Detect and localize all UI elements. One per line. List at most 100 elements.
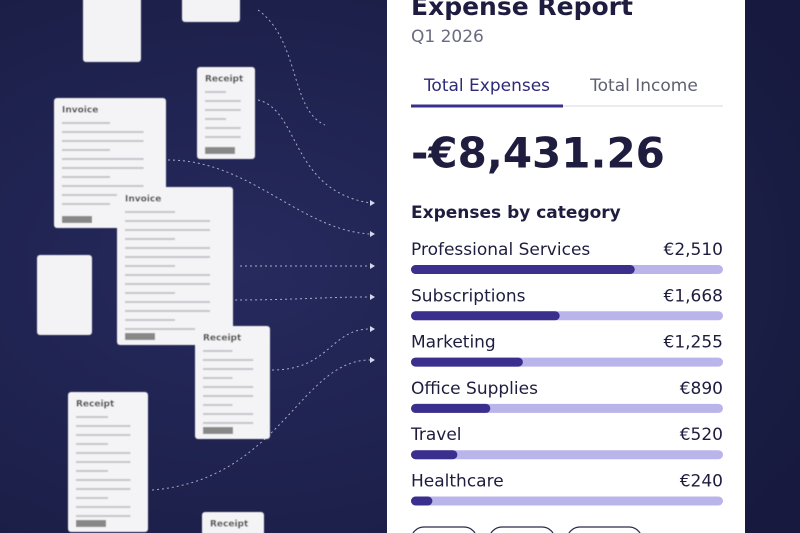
subtitle: Q1 2026: [411, 27, 484, 47]
document-line: [203, 386, 254, 388]
document-line: [76, 488, 131, 490]
document-line: [203, 422, 254, 424]
document-title: Receipt: [76, 400, 115, 410]
category-label: Office Supplies: [411, 379, 538, 399]
document-line: [125, 292, 175, 294]
document-line: [125, 274, 210, 276]
document-line: [125, 220, 210, 222]
document-line: [203, 350, 233, 352]
document-line: [125, 238, 175, 240]
document-line: [125, 283, 210, 285]
document-line: [203, 377, 233, 379]
document-title: Invoice: [125, 195, 161, 205]
section-title: Expenses by category: [411, 203, 621, 223]
document-line: [205, 109, 241, 111]
button[interactable]: [489, 526, 555, 533]
tab[interactable]: Total Income: [589, 76, 698, 96]
category-amount: €1,255: [664, 333, 723, 353]
category-list: Professional Services €2,510 Subscriptions…: [410, 240, 723, 506]
arrow-heads: [370, 200, 375, 363]
document-line: [76, 452, 131, 454]
document-title: Receipt: [203, 334, 242, 344]
active-tab-indicator: [411, 104, 563, 108]
document-line: [205, 118, 226, 120]
button[interactable]: [411, 526, 477, 533]
title: Expense Report: [411, 0, 633, 21]
document-line: [125, 319, 175, 321]
action-buttons: [411, 526, 642, 533]
category-amount: €1,668: [664, 286, 723, 306]
document-line: [125, 265, 175, 267]
document-line: [125, 211, 175, 213]
document-line: [76, 470, 108, 472]
document-line: [76, 416, 108, 418]
document-line: [125, 328, 210, 330]
document-line: [203, 359, 254, 361]
bar: [411, 357, 523, 367]
document-line: [203, 395, 254, 397]
document-line: [76, 425, 131, 427]
category-label: Healthcare: [411, 472, 504, 492]
document-line: [76, 434, 131, 436]
bar-track: [411, 496, 723, 506]
document-line: [62, 194, 144, 196]
document-line: [205, 136, 241, 138]
barcode: [76, 520, 106, 527]
barcode: [125, 333, 155, 340]
category-label: Travel: [410, 425, 462, 445]
document-line: [76, 497, 108, 499]
document-line: [62, 185, 144, 187]
documents: Receipt Invoice Invoice Receipt Receipt Recei…: [37, 0, 270, 533]
document: [202, 512, 264, 533]
document-line: [76, 461, 131, 463]
category-amount: €520: [680, 425, 723, 445]
document-line: [205, 100, 241, 102]
receipt: [37, 255, 92, 335]
category-amount: €2,510: [664, 240, 723, 260]
total-amount: -€8,431.26: [411, 129, 665, 178]
barcode: [205, 147, 235, 154]
barcode: [203, 427, 233, 434]
document-line: [62, 176, 110, 178]
document-line: [62, 131, 144, 133]
document-line: [203, 368, 254, 370]
category-label: Marketing: [411, 333, 496, 353]
document-line: [205, 127, 241, 129]
button[interactable]: [567, 526, 642, 533]
document-line: [76, 479, 131, 481]
document-line: [125, 229, 210, 231]
document-line: [125, 256, 210, 258]
bar-track: [411, 450, 723, 460]
document-line: [125, 310, 210, 312]
category-amount: €890: [680, 379, 723, 399]
category-label: Professional Services: [411, 240, 590, 260]
category-label: Subscriptions: [411, 286, 526, 306]
document-line: [205, 91, 226, 93]
barcode: [62, 216, 92, 223]
document-line: [76, 506, 131, 508]
document: [195, 326, 270, 439]
document-line: [62, 122, 110, 124]
document-line: [62, 149, 110, 151]
document-line: [203, 404, 233, 406]
receipt: [83, 0, 141, 62]
flow-lines: [151, 9, 371, 491]
document-line: [125, 301, 210, 303]
tab[interactable]: Total Expenses: [423, 76, 550, 96]
document-line: [62, 203, 110, 205]
document-title: Receipt: [205, 75, 244, 85]
bar: [411, 496, 433, 506]
category-amount: €240: [680, 472, 723, 492]
bar: [411, 311, 560, 321]
receipt: [182, 0, 240, 22]
bar: [411, 403, 491, 413]
document-line: [62, 140, 144, 142]
document-line: [62, 158, 144, 160]
document-line: [125, 247, 210, 249]
document-line: [76, 443, 108, 445]
bar: [411, 450, 458, 460]
document-line: [203, 413, 254, 415]
document-title: Receipt: [210, 520, 249, 530]
document-line: [62, 167, 144, 169]
